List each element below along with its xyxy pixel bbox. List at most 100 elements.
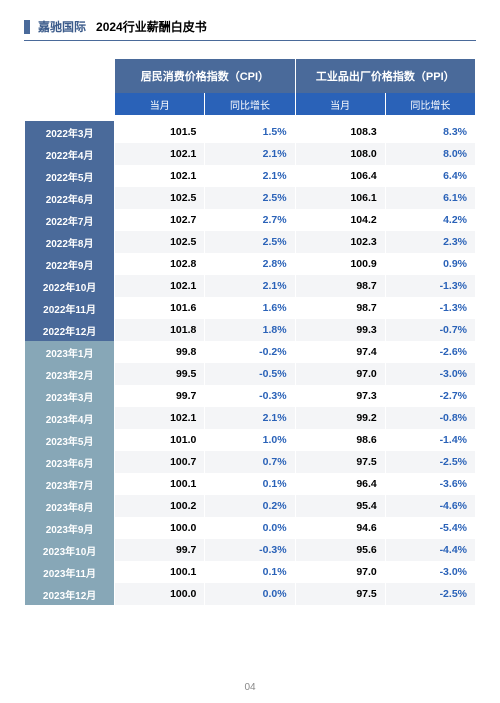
cell-cpi: 100.2 bbox=[115, 495, 204, 517]
cell-cpi: 101.6 bbox=[115, 297, 204, 319]
cell-ppi_yoy: -3.0% bbox=[386, 561, 475, 583]
cell-ppi: 97.4 bbox=[296, 341, 385, 363]
cell-ppi: 106.1 bbox=[296, 187, 385, 209]
cell-ppi: 97.5 bbox=[296, 583, 385, 605]
cell-cpi: 100.7 bbox=[115, 451, 204, 473]
cell-cpi_yoy: 2.1% bbox=[205, 275, 294, 297]
cell-cpi: 101.0 bbox=[115, 429, 204, 451]
cell-cpi_yoy: 2.5% bbox=[205, 187, 294, 209]
cell-ppi: 97.0 bbox=[296, 363, 385, 385]
cell-ppi_yoy: 8.0% bbox=[386, 143, 475, 165]
cell-cpi_yoy: 2.7% bbox=[205, 209, 294, 231]
cell-ppi_yoy: -1.3% bbox=[386, 297, 475, 319]
cell-ppi: 104.2 bbox=[296, 209, 385, 231]
cell-ppi: 102.3 bbox=[296, 231, 385, 253]
cell-ppi_yoy: -2.5% bbox=[386, 451, 475, 473]
cell-ppi: 97.5 bbox=[296, 451, 385, 473]
cell-ppi_yoy: -1.3% bbox=[386, 275, 475, 297]
row-label: 2023年7月 bbox=[25, 473, 114, 495]
price-index-table: 居民消费价格指数（CPI） 工业品出厂价格指数（PPI） 当月 同比增长 当月 … bbox=[24, 59, 476, 605]
subcol-cpi-yoy: 同比增长 bbox=[205, 93, 294, 115]
cell-ppi_yoy: 4.2% bbox=[386, 209, 475, 231]
subcol-ppi-yoy: 同比增长 bbox=[386, 93, 475, 115]
row-label: 2022年11月 bbox=[25, 297, 114, 319]
cell-ppi_yoy: -1.4% bbox=[386, 429, 475, 451]
cell-cpi_yoy: 1.0% bbox=[205, 429, 294, 451]
header-title: 2024行业薪酬白皮书 bbox=[96, 18, 207, 35]
cell-cpi_yoy: -0.3% bbox=[205, 539, 294, 561]
cell-ppi_yoy: 2.3% bbox=[386, 231, 475, 253]
cell-cpi: 99.8 bbox=[115, 341, 204, 363]
cell-ppi: 94.6 bbox=[296, 517, 385, 539]
cell-ppi: 96.4 bbox=[296, 473, 385, 495]
cell-cpi_yoy: 1.5% bbox=[205, 121, 294, 143]
cell-cpi: 99.5 bbox=[115, 363, 204, 385]
cell-ppi_yoy: 0.9% bbox=[386, 253, 475, 275]
cell-cpi: 100.0 bbox=[115, 583, 204, 605]
cell-ppi_yoy: -2.5% bbox=[386, 583, 475, 605]
column-group-ppi: 工业品出厂价格指数（PPI） bbox=[296, 59, 475, 93]
row-label: 2023年10月 bbox=[25, 539, 114, 561]
header-spacer bbox=[25, 59, 114, 93]
cell-ppi: 99.3 bbox=[296, 319, 385, 341]
cell-ppi_yoy: -0.7% bbox=[386, 319, 475, 341]
subcol-ppi-current: 当月 bbox=[296, 93, 385, 115]
cell-ppi: 98.7 bbox=[296, 275, 385, 297]
cell-cpi: 100.1 bbox=[115, 473, 204, 495]
cell-ppi_yoy: -4.6% bbox=[386, 495, 475, 517]
header-accent-bar bbox=[24, 20, 30, 34]
cell-ppi_yoy: -4.4% bbox=[386, 539, 475, 561]
row-label: 2022年5月 bbox=[25, 165, 114, 187]
cell-cpi_yoy: -0.5% bbox=[205, 363, 294, 385]
cell-ppi_yoy: -0.8% bbox=[386, 407, 475, 429]
row-label: 2023年2月 bbox=[25, 363, 114, 385]
cell-ppi: 95.4 bbox=[296, 495, 385, 517]
cell-cpi_yoy: 2.5% bbox=[205, 231, 294, 253]
row-label: 2023年3月 bbox=[25, 385, 114, 407]
cell-cpi: 102.1 bbox=[115, 143, 204, 165]
cell-ppi: 98.6 bbox=[296, 429, 385, 451]
row-label: 2023年12月 bbox=[25, 583, 114, 605]
cell-cpi_yoy: 2.8% bbox=[205, 253, 294, 275]
cell-cpi: 102.8 bbox=[115, 253, 204, 275]
cell-cpi: 99.7 bbox=[115, 539, 204, 561]
header-brand: 嘉驰国际 bbox=[38, 18, 86, 35]
row-label: 2023年1月 bbox=[25, 341, 114, 363]
cell-ppi_yoy: -3.6% bbox=[386, 473, 475, 495]
cell-cpi_yoy: 2.1% bbox=[205, 407, 294, 429]
cell-cpi: 102.5 bbox=[115, 187, 204, 209]
cell-ppi_yoy: 6.4% bbox=[386, 165, 475, 187]
cell-cpi_yoy: 0.0% bbox=[205, 517, 294, 539]
cell-ppi: 108.0 bbox=[296, 143, 385, 165]
cell-cpi_yoy: 0.7% bbox=[205, 451, 294, 473]
cell-cpi_yoy: -0.2% bbox=[205, 341, 294, 363]
cell-cpi: 102.1 bbox=[115, 165, 204, 187]
cell-cpi: 99.7 bbox=[115, 385, 204, 407]
cell-cpi_yoy: 0.0% bbox=[205, 583, 294, 605]
cell-ppi: 100.9 bbox=[296, 253, 385, 275]
cell-ppi: 98.7 bbox=[296, 297, 385, 319]
row-label: 2022年7月 bbox=[25, 209, 114, 231]
cell-cpi: 102.5 bbox=[115, 231, 204, 253]
row-label: 2023年9月 bbox=[25, 517, 114, 539]
subcol-cpi-current: 当月 bbox=[115, 93, 204, 115]
cell-ppi_yoy: -3.0% bbox=[386, 363, 475, 385]
cell-ppi_yoy: -2.7% bbox=[386, 385, 475, 407]
row-label: 2023年11月 bbox=[25, 561, 114, 583]
cell-cpi: 101.5 bbox=[115, 121, 204, 143]
cell-cpi: 102.1 bbox=[115, 275, 204, 297]
cell-ppi_yoy: -2.6% bbox=[386, 341, 475, 363]
cell-cpi: 101.8 bbox=[115, 319, 204, 341]
cell-ppi_yoy: 6.1% bbox=[386, 187, 475, 209]
header-spacer bbox=[25, 93, 114, 115]
cell-ppi: 95.6 bbox=[296, 539, 385, 561]
row-label: 2022年3月 bbox=[25, 121, 114, 143]
column-group-cpi: 居民消费价格指数（CPI） bbox=[115, 59, 294, 93]
cell-ppi: 106.4 bbox=[296, 165, 385, 187]
cell-cpi_yoy: 2.1% bbox=[205, 165, 294, 187]
cell-ppi: 97.3 bbox=[296, 385, 385, 407]
cell-cpi_yoy: 0.1% bbox=[205, 473, 294, 495]
page-number: 04 bbox=[0, 682, 500, 693]
cell-cpi_yoy: -0.3% bbox=[205, 385, 294, 407]
cell-cpi_yoy: 2.1% bbox=[205, 143, 294, 165]
